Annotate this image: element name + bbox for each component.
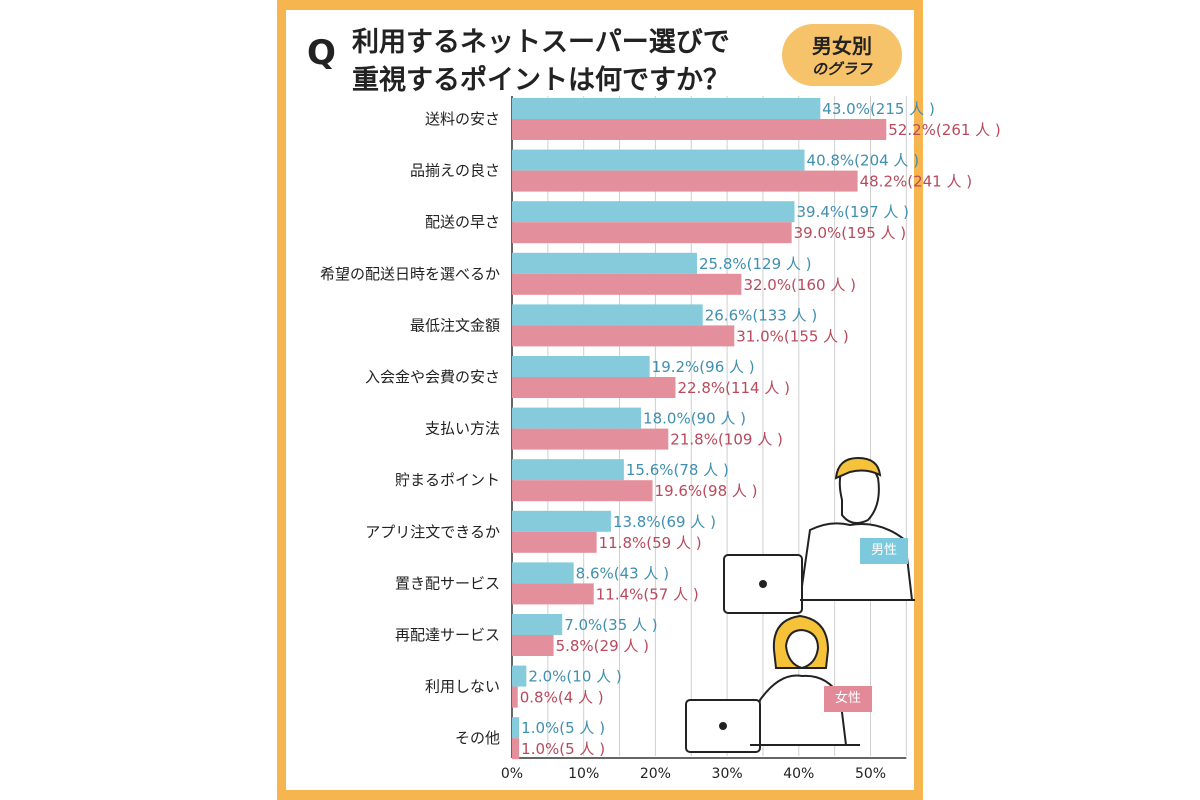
data-label-male: 15.6%(78 人 ) (626, 461, 729, 479)
data-label-male: 19.2%(96 人 ) (652, 358, 755, 376)
data-label-male: 43.0%(215 人 ) (822, 100, 935, 118)
bars-layer: 送料の安さ 43.0%(215 人 ) 52.2%(261 人 ) 品揃えの良さ 40.… (320, 98, 1001, 760)
data-label-male: 26.6%(133 人 ) (705, 306, 818, 324)
data-label-male: 40.8%(204 人 ) (807, 152, 920, 170)
x-tick-label: 0% (501, 766, 523, 782)
category-label: 入会金や会費の安さ (365, 368, 500, 386)
data-label-female: 21.8%(109 人 ) (670, 431, 783, 449)
bar-male (512, 562, 574, 584)
data-label-female: 11.4%(57 人 ) (596, 585, 699, 603)
bar-male (512, 407, 642, 429)
category-label: 送料の安さ (425, 110, 500, 128)
gender-badge: 男女別 のグラフ (782, 24, 902, 86)
data-label-female: 11.8%(59 人 ) (599, 534, 702, 552)
title-line-2: 重視するポイントは何ですか？ (352, 65, 730, 96)
bar-female (512, 583, 594, 605)
category-label: 配送の早さ (425, 213, 500, 231)
data-label-female: 1.0%(5 人 ) (521, 740, 605, 758)
data-label-female: 19.6%(98 人 ) (655, 482, 758, 500)
bar-male (512, 252, 697, 274)
data-label-male: 8.6%(43 人 ) (576, 564, 669, 582)
data-label-female: 39.0%(195 人 ) (794, 224, 907, 242)
bar-female (512, 273, 742, 295)
category-label: その他 (455, 729, 500, 747)
data-label-female: 52.2%(261 人 ) (888, 121, 1001, 139)
bar-male (512, 665, 527, 687)
bar-female (512, 686, 518, 708)
badge-line-1: 男女別 (812, 34, 872, 58)
category-label: 希望の配送日時を選べるか (320, 265, 500, 283)
data-label-male: 13.8%(69 人 ) (613, 513, 716, 531)
bar-male (512, 201, 795, 223)
category-label: 最低注文金額 (410, 316, 500, 334)
bar-female (512, 119, 887, 140)
title-line-1: 利用するネットスーパー選びで (352, 27, 730, 58)
data-label-male: 1.0%(5 人 ) (521, 719, 605, 737)
bar-female (512, 170, 858, 192)
bar-male (512, 149, 805, 171)
bar-male (512, 356, 650, 377)
people-illustration (685, 456, 915, 753)
x-tick-label: 50% (855, 766, 886, 782)
bar-female (512, 325, 735, 347)
bar-female (512, 428, 669, 450)
bar-female (512, 531, 597, 553)
bar-male (512, 459, 624, 481)
data-label-female: 48.2%(241 人 ) (860, 173, 973, 191)
bar-female (512, 222, 792, 244)
bar-male (512, 98, 821, 119)
data-label-male: 2.0%(10 人 ) (528, 668, 621, 686)
category-label: 置き配サービス (395, 574, 500, 592)
bar-male (512, 717, 520, 739)
question-mark: Q (307, 33, 336, 73)
female-tag: 女性 (824, 686, 872, 712)
data-label-male: 25.8%(129 人 ) (699, 255, 812, 273)
data-label-female: 5.8%(29 人 ) (556, 637, 649, 655)
data-label-male: 18.0%(90 人 ) (643, 410, 746, 428)
bar-male (512, 614, 563, 635)
data-label-female: 0.8%(4 人 ) (520, 689, 604, 707)
data-label-male: 7.0%(35 人 ) (564, 616, 657, 634)
category-label: アプリ注文できるか (365, 523, 500, 541)
bar-female (512, 377, 676, 398)
x-tick-label: 30% (712, 766, 743, 782)
category-label: 貯まるポイント (395, 471, 500, 489)
category-label: 再配達サービス (395, 626, 500, 644)
x-tick-label: 10% (568, 766, 599, 782)
male-tag: 男性 (860, 538, 908, 564)
data-label-female: 22.8%(114 人 ) (677, 379, 790, 397)
bar-male (512, 304, 703, 326)
badge-line-2: のグラフ (811, 60, 872, 78)
bar-female (512, 635, 554, 656)
category-label: 品揃えの良さ (410, 162, 500, 180)
female-figure-icon (685, 614, 860, 753)
bar-female (512, 480, 653, 502)
category-label: 利用しない (425, 678, 500, 696)
category-label: 支払い方法 (425, 420, 500, 438)
bar-female (512, 738, 520, 760)
data-label-female: 31.0%(155 人 ) (736, 327, 849, 345)
data-label-female: 32.0%(160 人 ) (743, 276, 856, 294)
x-tick-label: 40% (783, 766, 814, 782)
x-tick-label: 20% (640, 766, 671, 782)
data-label-male: 39.4%(197 人 ) (796, 203, 909, 221)
bar-male (512, 510, 611, 532)
